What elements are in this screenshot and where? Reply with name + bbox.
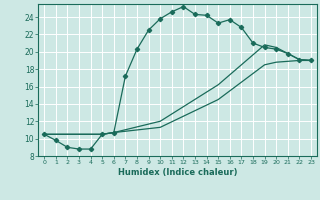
X-axis label: Humidex (Indice chaleur): Humidex (Indice chaleur) <box>118 168 237 177</box>
